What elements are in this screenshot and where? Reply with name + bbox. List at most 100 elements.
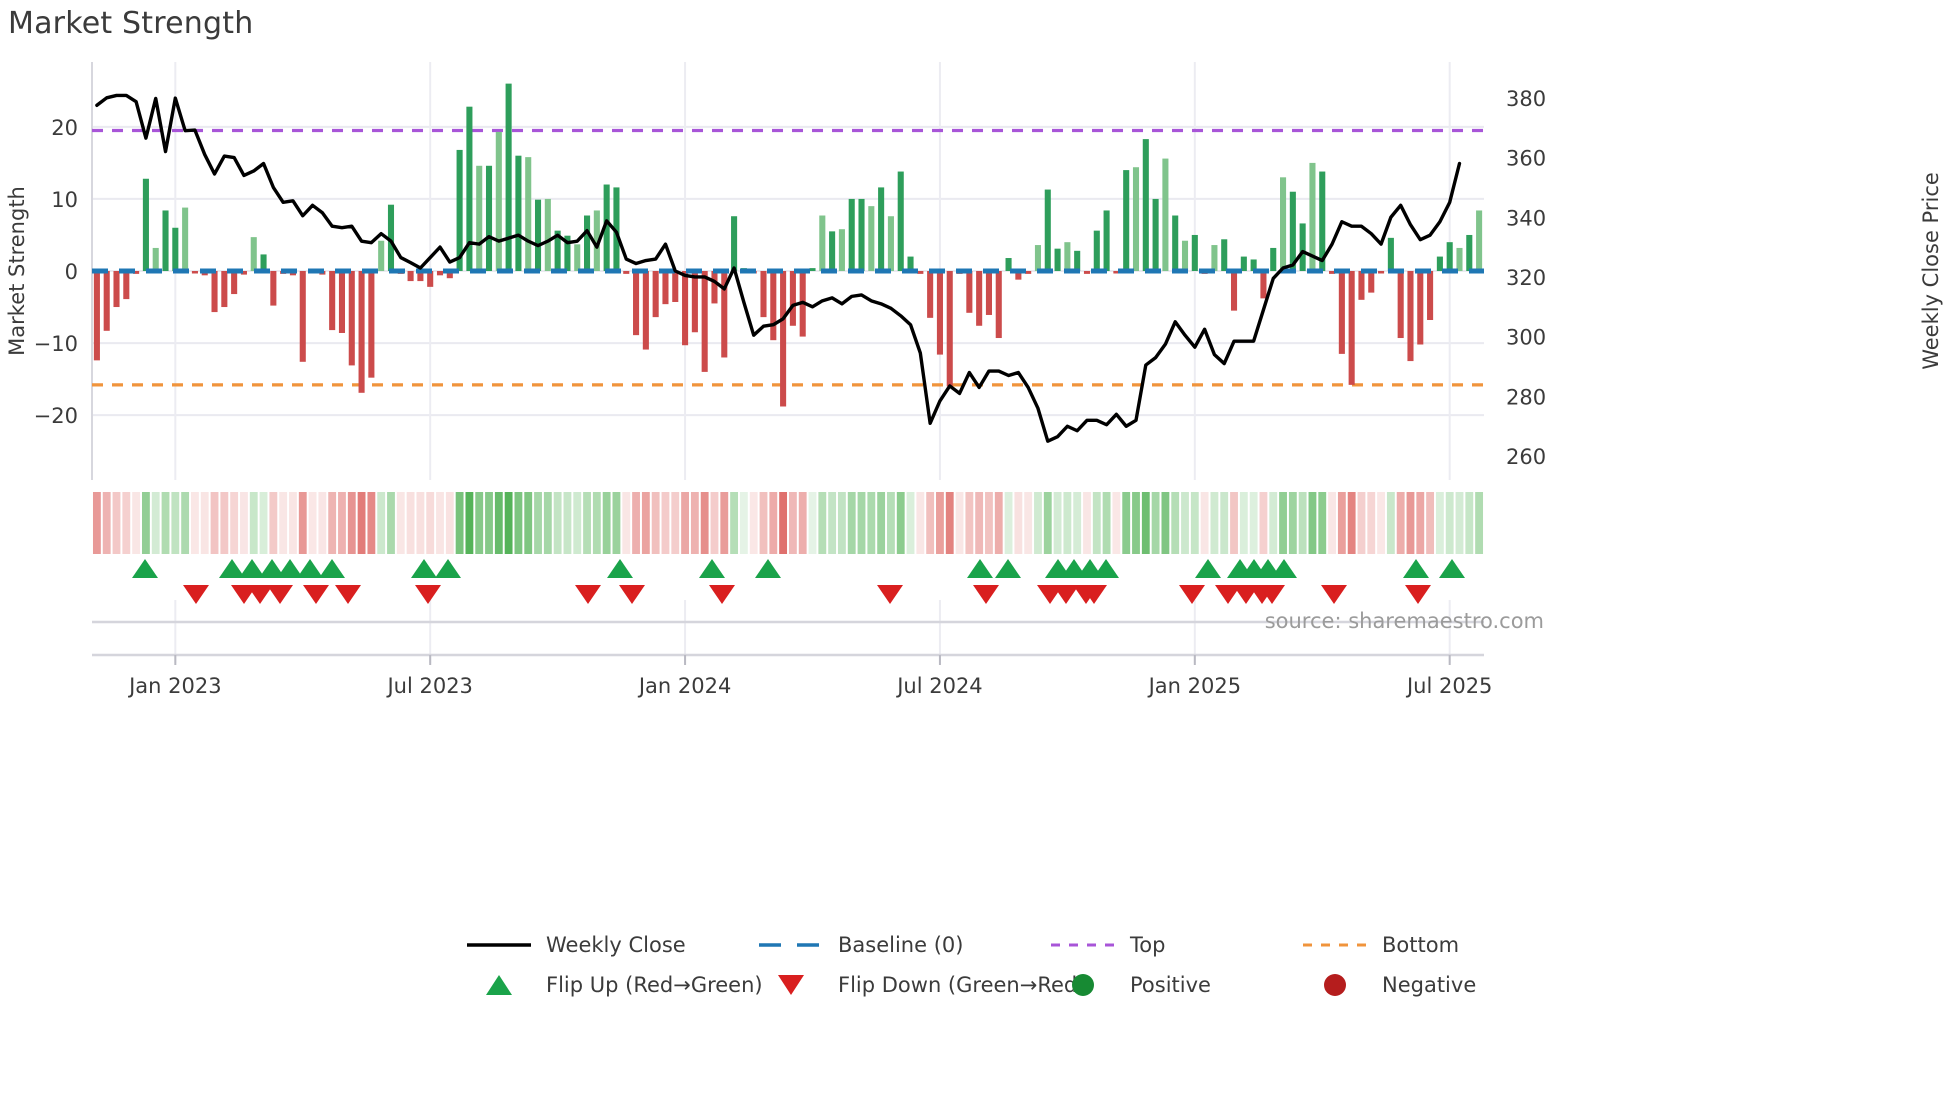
legend-label: Baseline (0) xyxy=(838,933,964,957)
legend-item-flip-down[interactable]: Flip Down (Green→Red) xyxy=(754,972,1085,998)
flip-down-marker[interactable] xyxy=(575,585,601,604)
strength-bar xyxy=(642,271,649,350)
flip-up-marker[interactable] xyxy=(967,559,993,578)
heatmap-cell xyxy=(1102,492,1111,554)
flip-up-marker[interactable] xyxy=(277,559,303,578)
flip-up-marker[interactable] xyxy=(755,559,781,578)
weekly-close-line xyxy=(95,93,1462,443)
legend-row-2: Flip Up (Red→Green) Flip Down (Green→Red… xyxy=(0,965,1960,1005)
heatmap-cell xyxy=(1357,492,1366,554)
flip-up-marker[interactable] xyxy=(411,559,437,578)
flip-down-marker[interactable] xyxy=(1179,585,1205,604)
strength-bar xyxy=(1417,271,1424,345)
heatmap-cell xyxy=(1043,492,1052,554)
flip-down-marker[interactable] xyxy=(709,585,735,604)
heatmap-cell xyxy=(1377,492,1385,554)
flip-down-marker[interactable] xyxy=(335,585,361,604)
strength-bar xyxy=(1230,271,1238,311)
strength-bar xyxy=(1289,191,1296,271)
heatmap-cell xyxy=(1092,492,1101,554)
legend-label: Positive xyxy=(1130,973,1211,997)
heatmap-cell xyxy=(553,492,562,554)
flip-down-marker[interactable] xyxy=(619,585,645,604)
heatmap-cell xyxy=(936,492,944,554)
legend-item-bottom[interactable]: Bottom xyxy=(1298,932,1498,958)
flip-up-marker[interactable] xyxy=(1271,559,1297,578)
heatmap-cell xyxy=(1308,492,1317,554)
heatmap-cell xyxy=(367,492,376,554)
heatmap-cell xyxy=(92,492,101,554)
heatmap-cell xyxy=(916,492,925,554)
reference-lines xyxy=(92,128,1484,387)
strength-bar xyxy=(593,210,600,271)
flip-up-marker[interactable] xyxy=(995,559,1021,578)
flip-down-marker[interactable] xyxy=(1081,585,1107,604)
market-strength-chart: 20 10 0 −10 −20 Market Strength 380 360 340 320 30… xyxy=(5,62,1943,698)
strength-bar xyxy=(358,271,365,393)
flip-down-marker[interactable] xyxy=(1053,585,1079,604)
heatmap-cell xyxy=(887,492,895,554)
heatmap-strip xyxy=(92,492,1484,554)
right-axis-title: Weekly Close Price xyxy=(1919,172,1943,370)
right-tick-label: 260 xyxy=(1506,445,1546,469)
strength-bar xyxy=(917,271,924,274)
heatmap-cell xyxy=(563,492,572,554)
strength-bar xyxy=(544,198,551,271)
flip-down-marker[interactable] xyxy=(247,585,273,604)
flip-up-marker[interactable] xyxy=(239,559,265,578)
heatmap-cell xyxy=(808,492,817,554)
heatmap-cell xyxy=(279,492,288,554)
flip-up-marker[interactable] xyxy=(132,559,158,578)
heatmap-cell xyxy=(122,492,131,554)
strength-bar xyxy=(515,155,522,271)
heatmap-cell xyxy=(1171,492,1180,554)
flip-up-marker[interactable] xyxy=(699,559,725,578)
flip-down-marker[interactable] xyxy=(267,585,293,604)
flip-up-marker[interactable] xyxy=(435,559,461,578)
flip-down-marker[interactable] xyxy=(1321,585,1347,604)
flip-down-marker[interactable] xyxy=(183,585,209,604)
flip-up-marker[interactable] xyxy=(1195,559,1221,578)
flip-down-marker[interactable] xyxy=(1259,585,1285,604)
heatmap-cell xyxy=(896,492,905,554)
heatmap-cell xyxy=(298,492,307,554)
heatmap-cell xyxy=(1230,492,1238,554)
flip-up-marker[interactable] xyxy=(259,559,285,578)
heatmap-cell xyxy=(710,492,719,554)
strength-bar xyxy=(878,187,885,271)
legend-item-negative[interactable]: Negative xyxy=(1298,972,1498,998)
heatmap-cell xyxy=(377,492,386,554)
strength-bar xyxy=(446,271,453,279)
flip-down-marker[interactable] xyxy=(877,585,903,604)
legend-item-positive[interactable]: Positive xyxy=(1046,972,1298,998)
strength-bar xyxy=(1083,271,1091,274)
legend-item-top[interactable]: Top xyxy=(1046,932,1298,958)
flip-down-marker[interactable] xyxy=(415,585,441,604)
legend-item-flip-up[interactable]: Flip Up (Red→Green) xyxy=(462,972,763,998)
strength-bar xyxy=(1132,167,1140,271)
flip-up-marker[interactable] xyxy=(1093,559,1119,578)
strength-bar xyxy=(1280,177,1287,271)
strength-bar xyxy=(152,247,159,271)
legend-item-baseline[interactable]: Baseline (0) xyxy=(754,932,1046,958)
strength-bar xyxy=(1378,271,1385,274)
flip-up-marker[interactable] xyxy=(297,559,323,578)
flip-up-marker[interactable] xyxy=(1403,559,1429,578)
legend-item-weekly-close[interactable]: Weekly Close xyxy=(462,932,754,958)
strength-bar xyxy=(887,216,894,271)
flip-up-marker[interactable] xyxy=(319,559,345,578)
flip-up-marker[interactable] xyxy=(219,559,245,578)
strength-bar xyxy=(456,149,463,271)
heatmap-cell xyxy=(1063,492,1072,554)
strength-bar xyxy=(1427,271,1434,321)
strength-bar xyxy=(162,210,169,271)
flip-up-marker[interactable] xyxy=(607,559,633,578)
flip-down-marker[interactable] xyxy=(1405,585,1431,604)
flip-down-marker[interactable] xyxy=(973,585,999,604)
strength-bar xyxy=(868,206,875,271)
heatmap-cell xyxy=(151,492,160,554)
flip-down-marker[interactable] xyxy=(1215,585,1241,604)
flip-up-marker[interactable] xyxy=(1439,559,1465,578)
left-tick-label: 10 xyxy=(51,188,78,212)
flip-down-marker[interactable] xyxy=(303,585,329,604)
